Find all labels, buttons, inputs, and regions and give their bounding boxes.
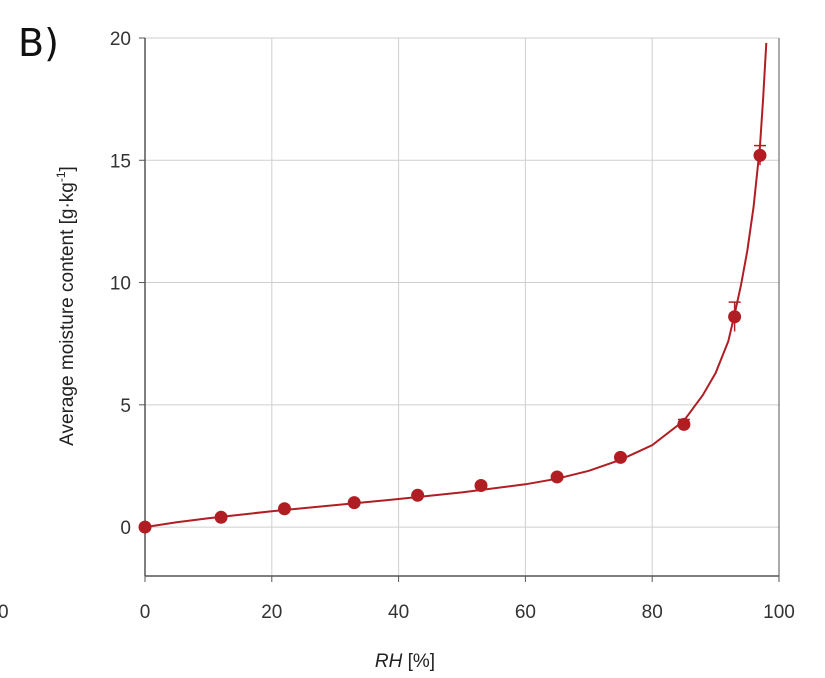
- y-axis-title: Average moisture content [g·kg-1]: [54, 166, 78, 446]
- x-tick-label: 20: [261, 602, 282, 623]
- x-tick-label: 60: [515, 602, 536, 623]
- panel-label: B): [18, 21, 59, 65]
- y-tick-label: 0: [120, 518, 131, 539]
- data-point: [753, 148, 767, 162]
- data-point: [474, 479, 488, 493]
- y-tick-label: 5: [120, 396, 131, 417]
- data-point: [277, 502, 291, 516]
- data-point: [614, 450, 627, 464]
- data-point: [138, 520, 152, 534]
- axes: [139, 37, 780, 582]
- data-points: [138, 144, 767, 534]
- y-tick-label: 15: [110, 151, 131, 172]
- x-tick-label: 40: [388, 602, 409, 623]
- data-point: [411, 488, 425, 502]
- data-point: [347, 496, 361, 510]
- x-tick-label: 100: [763, 602, 795, 623]
- data-point: [728, 310, 742, 324]
- y-tick-label: 10: [110, 274, 131, 295]
- y-tick-labels: 0 5 10 15 20: [110, 29, 131, 539]
- x-axis-title: RH [%]: [375, 651, 435, 672]
- x-tick-labels: 0 20 40 60 80 100: [140, 602, 795, 623]
- data-point: [677, 417, 691, 431]
- fit-line: [144, 42, 768, 529]
- y-tick-label: 20: [110, 29, 131, 50]
- data-point: [214, 510, 228, 524]
- x-tick-label: 0: [140, 602, 151, 623]
- gridlines: [145, 37, 779, 576]
- edge-fragment-label: 0: [0, 602, 9, 623]
- data-point: [550, 470, 564, 484]
- fit-curve: [144, 42, 768, 529]
- x-tick-label: 80: [642, 602, 663, 623]
